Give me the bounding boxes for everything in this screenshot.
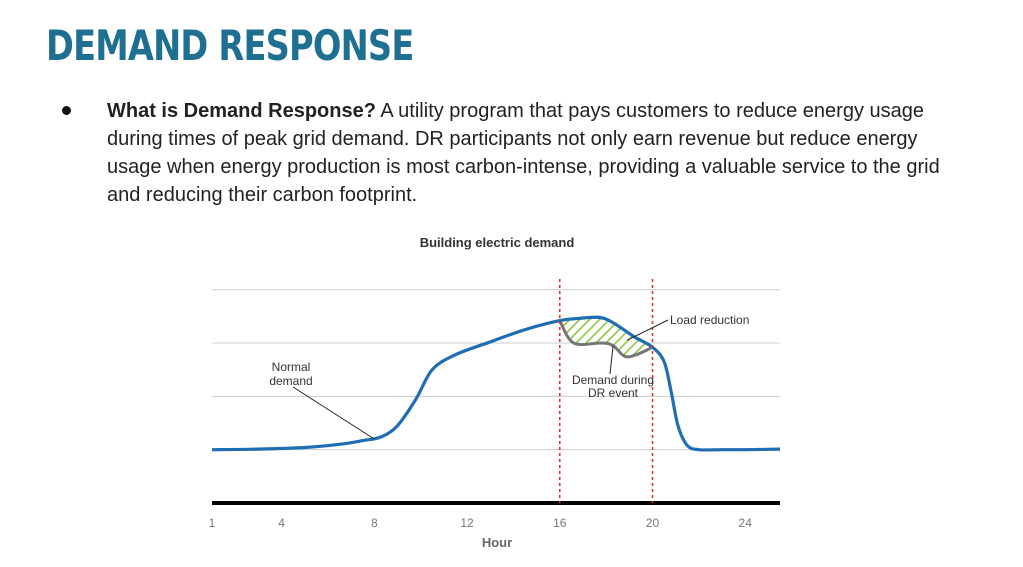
- annotation-normal-demand: demand: [269, 374, 312, 388]
- chart-title: Building electric demand: [420, 235, 575, 250]
- x-tick-label: 20: [646, 516, 660, 530]
- annotation-load-reduction: Load reduction: [670, 313, 749, 327]
- bullet-body: A utility program that pays customers to…: [107, 100, 940, 206]
- bullet-label: What is Demand Response?: [107, 100, 376, 122]
- bullet-text: What is Demand Response? A utility progr…: [107, 97, 957, 209]
- x-tick-label: 4: [278, 516, 285, 530]
- x-tick-label: 1: [209, 516, 216, 530]
- annotation-demand-during-dr: Demand during: [572, 373, 654, 387]
- annotation-leader-line: [292, 386, 375, 440]
- series-line-normal-demand: [211, 315, 781, 452]
- annotation-demand-during-dr: DR event: [588, 386, 639, 400]
- x-tick-label: 16: [553, 516, 567, 530]
- annotation-leader-line: [626, 319, 669, 341]
- slide-title: DEMAND RESPONSE: [46, 21, 414, 70]
- annotation-normal-demand: Normal: [272, 360, 311, 374]
- load-reduction-area: [559, 317, 653, 357]
- x-tick-label: 12: [460, 516, 474, 530]
- bullet-dot-icon: [62, 106, 71, 115]
- annotation-leader-line: [609, 345, 614, 375]
- x-axis-label: Hour: [482, 535, 512, 550]
- x-tick-label: 8: [371, 516, 378, 530]
- x-tick-label: 24: [739, 516, 753, 530]
